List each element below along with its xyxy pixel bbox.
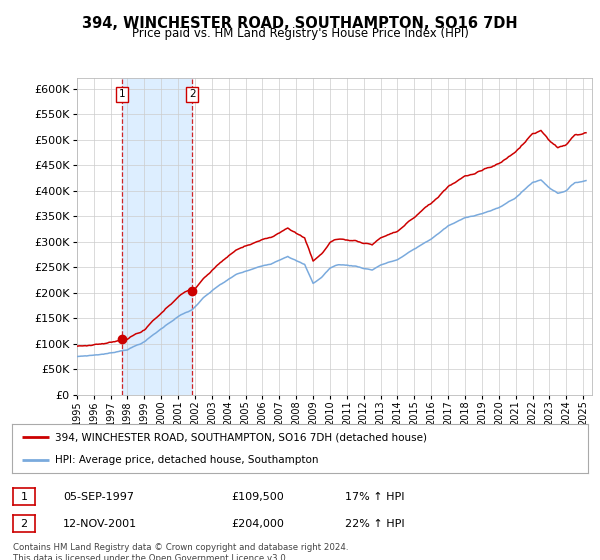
Bar	[122, 78, 192, 395]
Text: 1: 1	[119, 90, 125, 100]
Text: 1: 1	[20, 492, 28, 502]
Text: HPI: Average price, detached house, Southampton: HPI: Average price, detached house, Sout…	[55, 455, 319, 465]
Text: 12-NOV-2001: 12-NOV-2001	[63, 519, 137, 529]
Text: £204,000: £204,000	[231, 519, 284, 529]
Text: 394, WINCHESTER ROAD, SOUTHAMPTON, SO16 7DH (detached house): 394, WINCHESTER ROAD, SOUTHAMPTON, SO16 …	[55, 432, 427, 442]
Text: Contains HM Land Registry data © Crown copyright and database right 2024.
This d: Contains HM Land Registry data © Crown c…	[13, 543, 349, 560]
Text: Price paid vs. HM Land Registry's House Price Index (HPI): Price paid vs. HM Land Registry's House …	[131, 27, 469, 40]
Text: 394, WINCHESTER ROAD, SOUTHAMPTON, SO16 7DH: 394, WINCHESTER ROAD, SOUTHAMPTON, SO16 …	[82, 16, 518, 31]
Text: 22% ↑ HPI: 22% ↑ HPI	[345, 519, 404, 529]
Text: 2: 2	[20, 519, 28, 529]
Text: 2: 2	[189, 90, 196, 100]
Text: 17% ↑ HPI: 17% ↑ HPI	[345, 492, 404, 502]
Text: £109,500: £109,500	[231, 492, 284, 502]
Text: 05-SEP-1997: 05-SEP-1997	[63, 492, 134, 502]
